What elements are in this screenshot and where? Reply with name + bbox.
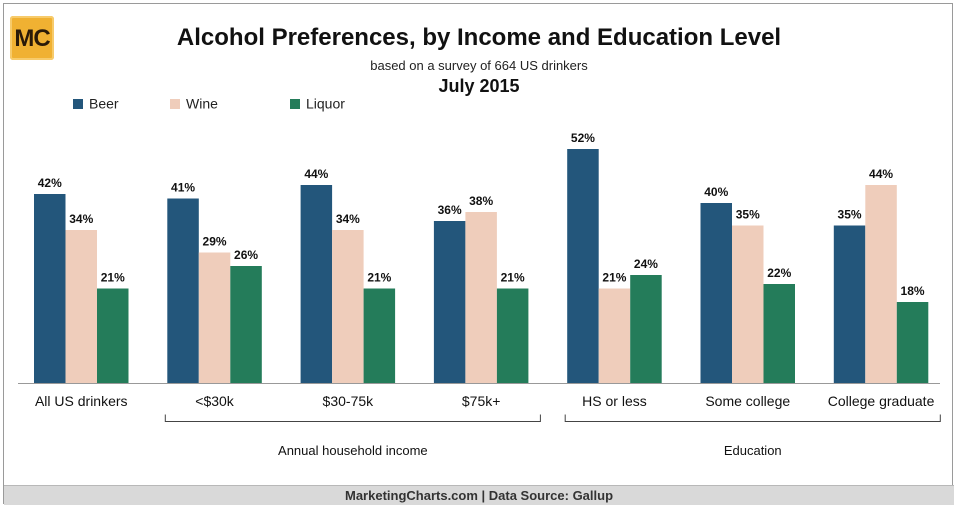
bar-wine-1 (198, 252, 231, 383)
legend-label-wine: Wine (186, 96, 218, 112)
category-label-2: $30-75k (323, 393, 375, 409)
data-label-liquor-0: 21% (101, 271, 125, 285)
bar-beer-5 (700, 203, 732, 383)
legend-swatch-wine (170, 99, 180, 109)
legend-label-beer: Beer (89, 96, 119, 112)
bar-wine-2 (332, 230, 364, 383)
source-footer: MarketingCharts.com | Data Source: Gallu… (4, 485, 954, 505)
bar-beer-3 (433, 221, 466, 383)
chart-title: Alcohol Preferences, by Income and Educa… (176, 24, 782, 51)
category-label-3: $75k+ (462, 393, 501, 409)
legend-swatch-liquor (290, 99, 300, 109)
data-label-beer-5: 40% (704, 185, 728, 199)
category-label-4: HS or less (582, 393, 647, 409)
bar-wine-5 (732, 225, 764, 383)
bar-wine-4 (598, 288, 631, 383)
bar-beer-4 (567, 149, 599, 383)
category-label-5: Some college (705, 393, 790, 409)
data-label-wine-2: 34% (336, 212, 360, 226)
bar-liquor-1 (230, 266, 262, 383)
bar-wine-6 (865, 185, 897, 383)
group-label-1: Education (724, 443, 782, 458)
bar-wine-0 (65, 230, 97, 383)
chart-subtitle: based on a survey of 664 US drinkers (370, 58, 588, 73)
bar-liquor-2 (363, 288, 396, 383)
bar-beer-0 (34, 194, 66, 383)
bar-liquor-5 (763, 284, 795, 383)
data-label-liquor-1: 26% (234, 248, 258, 262)
data-label-wine-3: 38% (469, 194, 493, 208)
data-label-beer-2: 44% (304, 167, 328, 181)
bar-beer-6 (833, 225, 866, 383)
data-label-liquor-6: 18% (901, 284, 925, 298)
legend-swatch-beer (73, 99, 83, 109)
bar-liquor-4 (630, 275, 662, 383)
bar-liquor-6 (896, 302, 929, 383)
category-label-6: College graduate (828, 393, 935, 409)
group-label-0: Annual household income (278, 443, 428, 458)
data-label-liquor-3: 21% (501, 271, 525, 285)
data-label-wine-0: 34% (69, 212, 93, 226)
data-label-beer-1: 41% (171, 181, 195, 195)
category-label-0: All US drinkers (35, 393, 128, 409)
legend-label-liquor: Liquor (306, 96, 345, 112)
data-label-wine-4: 21% (602, 271, 626, 285)
data-label-wine-6: 44% (869, 167, 893, 181)
data-label-beer-3: 36% (438, 203, 462, 217)
chart-date: July 2015 (438, 76, 520, 96)
bar-wine-3 (465, 212, 497, 383)
data-label-liquor-4: 24% (634, 257, 658, 271)
bar-liquor-3 (496, 288, 529, 383)
logo-text: MC (14, 25, 50, 52)
data-label-beer-4: 52% (571, 131, 595, 145)
group-bracket-0 (164, 414, 541, 422)
data-label-beer-0: 42% (38, 176, 62, 190)
data-label-beer-6: 35% (838, 208, 862, 222)
data-label-liquor-2: 21% (367, 271, 391, 285)
group-bracket-1 (564, 414, 941, 422)
bar-beer-2 (300, 185, 333, 383)
category-label-1: <$30k (195, 393, 235, 409)
data-label-wine-5: 35% (736, 208, 760, 222)
data-label-wine-1: 29% (203, 235, 227, 249)
data-label-liquor-5: 22% (767, 266, 791, 280)
bar-liquor-0 (97, 288, 129, 383)
bar-beer-1 (167, 198, 199, 383)
marketingcharts-logo: MC (10, 16, 54, 60)
